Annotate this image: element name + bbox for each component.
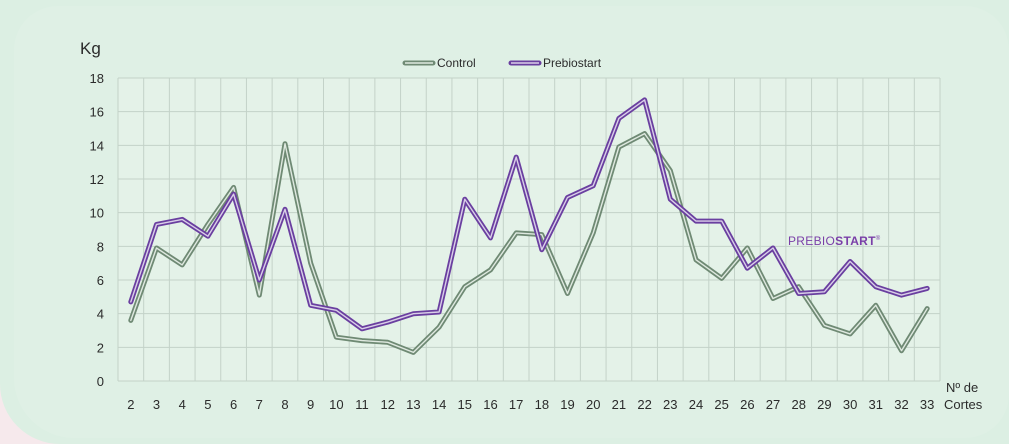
x-tick-label: 2 — [127, 397, 134, 412]
x-tick-label: 3 — [153, 397, 160, 412]
x-tick-label: 7 — [256, 397, 263, 412]
x-tick-label: 11 — [355, 397, 369, 412]
y-tick-label: 4 — [97, 307, 104, 322]
y-tick-label: 2 — [97, 340, 104, 355]
x-tick-label: 4 — [179, 397, 186, 412]
y-tick-label: 18 — [90, 71, 104, 86]
x-tick-label: 21 — [612, 397, 626, 412]
legend-label-prebiostart: Prebiostart — [543, 56, 602, 70]
legend-label-control: Control — [437, 56, 476, 70]
y-axis-label: Kg — [80, 39, 101, 58]
x-tick-label: 32 — [894, 397, 908, 412]
x-tick-label: 25 — [714, 397, 728, 412]
x-tick-label: 17 — [509, 397, 523, 412]
x-tick-label: 14 — [432, 397, 446, 412]
x-tick-label: 26 — [740, 397, 754, 412]
x-tick-label: 12 — [380, 397, 394, 412]
x-tick-label: 6 — [230, 397, 237, 412]
x-tick-label: 20 — [586, 397, 600, 412]
y-tick-label: 12 — [90, 172, 104, 187]
x-tick-label: 18 — [535, 397, 549, 412]
x-tick-label: 16 — [483, 397, 497, 412]
x-axis-label-line2: Cortes — [944, 397, 983, 412]
x-axis-label-line1: Nº de — [946, 380, 978, 395]
x-tick-label: 5 — [204, 397, 211, 412]
y-tick-label: 16 — [90, 105, 104, 120]
x-tick-label: 33 — [920, 397, 934, 412]
y-tick-label: 0 — [97, 374, 104, 389]
x-tick-label: 31 — [869, 397, 883, 412]
x-tick-label: 22 — [637, 397, 651, 412]
x-tick-label: 24 — [689, 397, 703, 412]
x-tick-label: 13 — [406, 397, 420, 412]
x-tick-label: 19 — [560, 397, 574, 412]
brand-logo: PREBIOSTART® — [788, 234, 881, 248]
x-tick-label: 28 — [791, 397, 805, 412]
x-tick-label: 30 — [843, 397, 857, 412]
x-tick-label: 10 — [329, 397, 343, 412]
x-tick-label: 15 — [458, 397, 472, 412]
y-tick-label: 8 — [97, 239, 104, 254]
x-tick-label: 27 — [766, 397, 780, 412]
y-tick-label: 6 — [97, 273, 104, 288]
x-tick-label: 9 — [307, 397, 314, 412]
y-tick-label: 14 — [90, 138, 104, 153]
x-tick-label: 29 — [817, 397, 831, 412]
series-line-core-prebiostart — [130, 99, 928, 330]
y-tick-label: 10 — [90, 206, 104, 221]
x-tick-label: 8 — [281, 397, 288, 412]
x-tick-label: 23 — [663, 397, 677, 412]
